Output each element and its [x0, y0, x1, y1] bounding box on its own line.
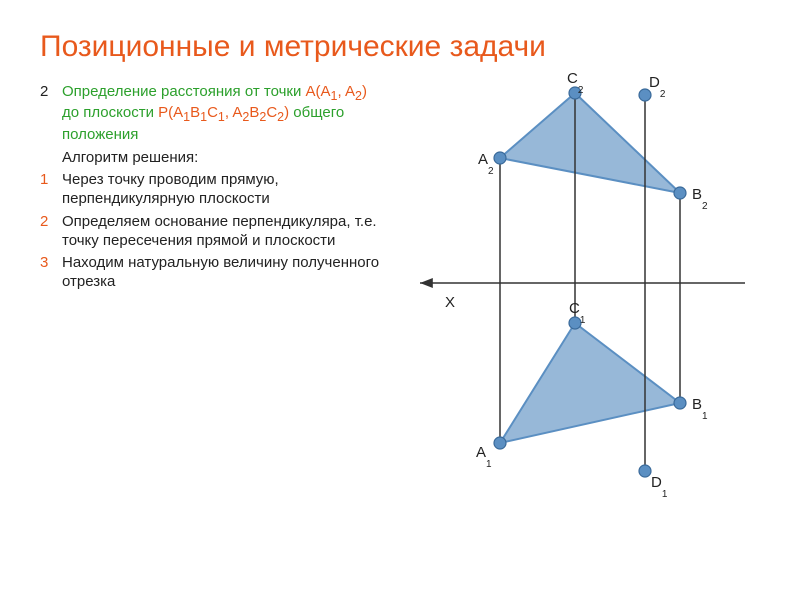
- axis-arrow-icon: [420, 278, 433, 288]
- algo-header: Алгоритм решения:: [62, 149, 385, 168]
- task-text-part: Определение расстояния от точки: [62, 83, 306, 100]
- diagram-wrap: XA2B2C2D2A1B1C1D1: [385, 83, 760, 296]
- step-number: 3: [40, 254, 62, 292]
- spacer: [40, 149, 62, 168]
- step-row: 1Через точку проводим прямую, перпендику…: [40, 171, 385, 209]
- x-axis-label: X: [445, 294, 455, 311]
- point-label-d1: D1: [651, 474, 668, 500]
- step-text: Находим натуральную величину полученного…: [62, 254, 385, 292]
- content-wrap: 2 Определение расстояния от точки A(A1, …: [40, 83, 760, 296]
- point-label-b2: B2: [692, 186, 708, 212]
- page-title: Позиционные и метрические задачи: [40, 30, 760, 65]
- task-text-part: A(A1, A2): [306, 83, 367, 100]
- step-row: 3Находим натуральную величину полученног…: [40, 254, 385, 292]
- task-text-part: P(A1B1C1, A2B2C2): [158, 104, 289, 121]
- left-column: 2 Определение расстояния от точки A(A1, …: [40, 83, 385, 296]
- algo-header-row: Алгоритм решения:: [40, 149, 385, 168]
- point-d1: [639, 465, 651, 477]
- point-label-b1: B1: [692, 396, 708, 422]
- task-text: Определение расстояния от точки A(A1, A2…: [62, 83, 385, 145]
- point-label-a1: A1: [476, 444, 492, 470]
- steps-list: 1Через точку проводим прямую, перпендику…: [40, 171, 385, 292]
- step-number: 1: [40, 171, 62, 209]
- point-b1: [674, 397, 686, 409]
- point-a1: [494, 437, 506, 449]
- triangle: [500, 323, 680, 443]
- step-number: 2: [40, 213, 62, 251]
- diagram-svg: XA2B2C2D2A1B1C1D1: [385, 73, 755, 503]
- point-a2: [494, 152, 506, 164]
- task-text-part: до плоскости: [62, 104, 158, 121]
- task-row: 2 Определение расстояния от точки A(A1, …: [40, 83, 385, 145]
- step-text: Определяем основание перпендикуляра, т.е…: [62, 213, 385, 251]
- step-text: Через точку проводим прямую, перпендикул…: [62, 171, 385, 209]
- triangle: [500, 93, 680, 193]
- task-number: 2: [40, 83, 62, 145]
- step-row: 2Определяем основание перпендикуляра, т.…: [40, 213, 385, 251]
- point-b2: [674, 187, 686, 199]
- point-label-a2: A2: [478, 151, 494, 177]
